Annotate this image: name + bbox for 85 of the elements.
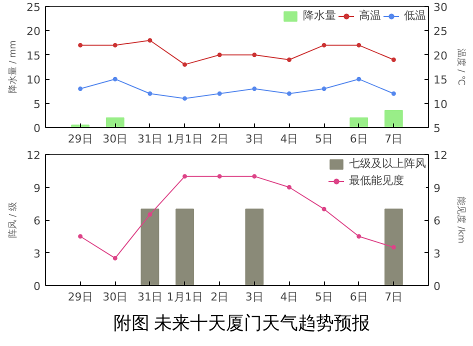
legend-label: 高温 xyxy=(359,8,381,23)
y-tick-label: 0 xyxy=(34,280,40,293)
x-tick-label: 30日 xyxy=(102,132,128,146)
bar xyxy=(350,117,368,128)
point xyxy=(148,212,152,217)
x-tick-label: 29日 xyxy=(68,132,93,146)
y-tick-label: 0 xyxy=(34,122,40,135)
y-tick-label: 20 xyxy=(26,25,41,38)
y2-tick-label: 15 xyxy=(434,74,448,87)
y2-axis-title: 温度 / ℃ xyxy=(455,48,466,86)
y-tick-label: 25 xyxy=(26,1,41,14)
x-tick-label: 7日 xyxy=(384,132,403,146)
legend-label: 低温 xyxy=(404,8,426,23)
point xyxy=(148,91,152,96)
y2-axis-title: 能见度 /km xyxy=(455,196,466,244)
y2-tick-label: 12 xyxy=(434,149,448,162)
y-tick-label: 6 xyxy=(34,214,40,228)
point xyxy=(112,42,118,48)
y-axis-title: 降水量 / mm xyxy=(8,40,19,94)
point xyxy=(286,185,292,190)
point xyxy=(322,42,326,48)
y-tick-label: 12 xyxy=(26,149,41,162)
point xyxy=(112,76,118,82)
point xyxy=(78,86,83,92)
y-tick-label: 3 xyxy=(34,247,40,260)
legend-label: 最低能见度 xyxy=(349,173,404,188)
x-tick-label: 5日 xyxy=(315,132,334,146)
point xyxy=(252,174,257,179)
y2-tick-label: 3 xyxy=(434,247,440,260)
x-tick-label: 31日 xyxy=(137,132,162,146)
y2-tick-label: 30 xyxy=(434,1,448,14)
point xyxy=(78,42,83,48)
y2-tick-label: 25 xyxy=(434,25,448,38)
x-tick-label: 7日 xyxy=(384,290,403,304)
point xyxy=(112,256,118,260)
x-tick-label: 6日 xyxy=(350,132,368,146)
y2-tick-label: 0 xyxy=(434,280,440,293)
x-tick-label: 2日 xyxy=(210,132,229,146)
point xyxy=(322,206,326,212)
x-tick-label: 2日 xyxy=(210,290,229,304)
y2-tick-label: 20 xyxy=(434,49,448,62)
point xyxy=(286,57,292,62)
point xyxy=(217,52,222,58)
bar xyxy=(106,117,124,128)
legend-label: 七级及以上阵风 xyxy=(349,156,426,171)
x-tick-label: 30日 xyxy=(102,290,128,304)
point xyxy=(182,62,188,67)
point xyxy=(356,42,362,48)
x-tick-label: 1月1日 xyxy=(166,290,203,304)
y2-tick-label: 9 xyxy=(434,182,440,195)
x-tick-label: 3日 xyxy=(245,290,264,304)
point xyxy=(217,174,222,179)
y-tick-label: 10 xyxy=(26,74,41,87)
text: 附图 未来十天厦门天气趋势预报 xyxy=(113,312,370,335)
bar xyxy=(384,110,403,128)
y2-tick-label: 5 xyxy=(434,122,440,135)
point xyxy=(182,174,188,179)
x-tick-label: 5日 xyxy=(315,290,334,304)
y-tick-label: 5 xyxy=(34,98,40,111)
point xyxy=(391,245,396,250)
point xyxy=(356,76,362,82)
y-axis-title: 阵风 / 级 xyxy=(8,202,19,238)
x-tick-label: 1月1日 xyxy=(166,132,203,146)
point xyxy=(217,91,222,96)
y-tick-label: 9 xyxy=(34,182,40,195)
y-tick-label: 15 xyxy=(26,49,41,62)
point xyxy=(182,96,188,101)
y2-tick-label: 10 xyxy=(434,98,448,111)
point xyxy=(252,86,257,92)
x-tick-label: 31日 xyxy=(137,290,162,304)
point xyxy=(391,57,396,62)
point xyxy=(356,234,362,239)
x-tick-label: 6日 xyxy=(350,290,368,304)
y2-tick-label: 6 xyxy=(434,214,440,228)
point xyxy=(286,91,292,96)
x-tick-label: 4日 xyxy=(280,290,298,304)
point xyxy=(252,52,257,58)
x-tick-label: 29日 xyxy=(68,290,93,304)
x-tick-label: 3日 xyxy=(245,132,264,146)
point xyxy=(322,86,326,92)
point xyxy=(148,38,152,43)
point xyxy=(391,91,396,96)
point xyxy=(78,234,83,239)
legend-label: 降水量 xyxy=(303,8,336,23)
x-tick-label: 4日 xyxy=(280,132,298,146)
